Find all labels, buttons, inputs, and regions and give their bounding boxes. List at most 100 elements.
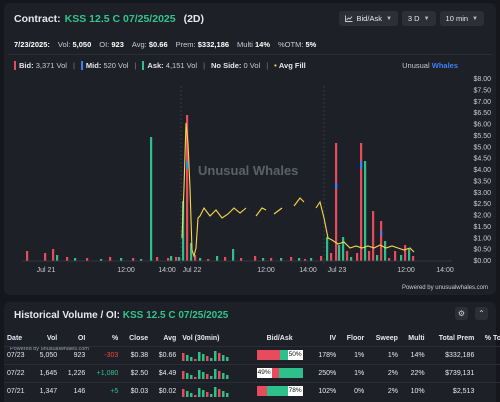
volume-bar[interactable] — [368, 251, 371, 261]
volume-bar[interactable] — [167, 258, 170, 261]
volume-bar[interactable] — [186, 115, 189, 261]
volume-bar[interactable] — [240, 258, 243, 261]
volume-bar[interactable] — [178, 257, 181, 261]
volume-bar[interactable] — [326, 237, 329, 261]
volume-bar[interactable] — [190, 243, 193, 261]
column-header[interactable]: Total Prem — [438, 335, 475, 343]
volume-bar[interactable] — [400, 255, 403, 261]
legend-avgfill[interactable]: • Avg Fill — [274, 61, 306, 70]
column-header[interactable]: OI — [77, 335, 86, 343]
volume-bar[interactable] — [182, 201, 185, 261]
range-select[interactable]: 3 D ▼ — [401, 11, 436, 26]
contract-header: Contract: KSS 12.5 C 07/25/2025 (2D) — [14, 12, 204, 26]
volume-bar[interactable] — [132, 258, 135, 261]
collapse-chevron-icon[interactable]: ⌃ — [475, 307, 488, 320]
y-tick-label: $8.00 — [473, 76, 491, 83]
volume-bar[interactable] — [170, 256, 173, 261]
volume-bar[interactable] — [216, 256, 219, 261]
column-header[interactable]: Vol (30min) — [182, 335, 220, 343]
volume-bar[interactable] — [86, 258, 89, 261]
historical-contract[interactable]: KSS 12.5 C 07/25/2025 — [122, 310, 229, 321]
column-header[interactable]: IV — [329, 335, 337, 343]
powered-by[interactable]: Powered by unusualwhales.com — [401, 285, 488, 291]
table-cell: +1,080 — [88, 363, 122, 382]
volume-bar[interactable] — [356, 253, 359, 261]
volume-bar[interactable] — [388, 258, 391, 261]
volume-bar[interactable] — [156, 257, 159, 261]
volume-bar[interactable] — [360, 143, 363, 261]
volume-bar[interactable] — [404, 245, 407, 261]
volume-bar[interactable] — [384, 241, 387, 261]
table-row[interactable]: 07/23 5,050 923 -303 $0.38 $0.66 50% 178% 1% 1% 14… — [4, 345, 500, 364]
table-row[interactable]: 07/22 1,645 1,226 +1,080 $2.50 $4.49 49% 250% 1%… — [4, 363, 500, 382]
volume-bar[interactable] — [44, 253, 47, 261]
volume-bar[interactable] — [120, 258, 123, 261]
volume-bar[interactable] — [342, 237, 345, 261]
volume-bar[interactable] — [100, 259, 103, 261]
volume-bar[interactable] — [194, 255, 197, 261]
column-header[interactable]: Multi — [408, 335, 425, 343]
table-cell: +5 — [88, 381, 122, 400]
volume-bar[interactable] — [290, 257, 293, 261]
legend-noside[interactable]: No Side: 0 Vol — [211, 61, 260, 70]
volume-bar[interactable] — [254, 256, 257, 261]
volume-bar[interactable] — [364, 161, 367, 261]
volume-bar[interactable] — [52, 249, 55, 261]
volume-bar[interactable] — [394, 251, 397, 261]
volume-bar[interactable] — [346, 251, 349, 261]
column-header[interactable]: Date — [7, 335, 23, 343]
volume-bar[interactable] — [380, 221, 383, 261]
volume-bar[interactable] — [304, 259, 307, 261]
legend-mid[interactable]: Mid: 520 Vol — [80, 61, 128, 70]
column-header[interactable]: % To — [484, 335, 500, 343]
column-header[interactable]: Close — [129, 335, 149, 343]
volume-bar[interactable] — [150, 137, 153, 261]
volume-bar[interactable] — [338, 245, 341, 261]
column-header[interactable]: Bid/Ask — [266, 335, 293, 343]
volume-bar[interactable] — [175, 257, 178, 261]
column-header[interactable]: % — [112, 335, 119, 343]
volume-bar[interactable] — [280, 258, 283, 261]
volume-bar[interactable] — [262, 258, 265, 261]
volume-bar[interactable] — [298, 258, 301, 261]
volume-bar[interactable] — [376, 255, 379, 261]
volume-chart[interactable]: Unusual Whales $8.00 $7.50 $7.00 $6.50 $6.00… — [4, 68, 496, 278]
column-header[interactable]: Vol — [46, 335, 58, 343]
interval-select[interactable]: 10 min ▼ — [439, 11, 484, 26]
volume-bar[interactable] — [330, 253, 333, 261]
spark-bar — [182, 371, 185, 379]
volume-bar[interactable] — [232, 249, 235, 261]
table-cell: 250% — [310, 363, 340, 382]
volume-bar[interactable] — [372, 211, 375, 261]
volume-bar[interactable] — [74, 258, 77, 261]
volume-bar[interactable] — [224, 257, 227, 261]
settings-gear-icon[interactable]: ⚙ — [455, 307, 468, 320]
column-header[interactable]: Avg — [163, 335, 177, 343]
days-to-expiry: (2D) — [183, 13, 205, 25]
volume-bar[interactable] — [140, 259, 143, 261]
volume-bar[interactable] — [412, 256, 415, 261]
bidask-bar: 78% — [256, 386, 303, 397]
volume-bar[interactable] — [109, 257, 112, 261]
table-row[interactable]: 07/21 1,347 146 +5 $0.03 $0.02 78% 102% 0% 2% 10% $… — [4, 381, 500, 400]
column-header[interactable]: Floor — [346, 335, 365, 343]
spark-bar — [186, 355, 189, 361]
volume-bar[interactable] — [56, 255, 59, 261]
volume-bar[interactable] — [270, 258, 273, 261]
x-tick-label: 14:00 — [158, 267, 176, 274]
volume-bar[interactable] — [335, 143, 338, 261]
bidask-select[interactable]: Bid/Ask ▼ — [338, 11, 398, 26]
volume-bar[interactable] — [66, 257, 69, 261]
column-header[interactable]: Sweep — [375, 335, 398, 343]
legend-bid[interactable]: Bid: 3,371 Vol — [14, 61, 67, 70]
volume-bar[interactable] — [26, 251, 29, 261]
volume-bar[interactable] — [207, 259, 210, 261]
volume-bar[interactable] — [408, 249, 411, 261]
volume-bar[interactable] — [310, 258, 313, 261]
volume-bar[interactable] — [199, 258, 202, 261]
volume-bar[interactable] — [350, 257, 353, 261]
spark-bar — [190, 393, 193, 398]
contract-symbol[interactable]: KSS 12.5 C 07/25/2025 — [64, 13, 176, 25]
volume-bar[interactable] — [320, 256, 323, 261]
legend-ask[interactable]: Ask: 4,151 Vol — [142, 61, 197, 70]
